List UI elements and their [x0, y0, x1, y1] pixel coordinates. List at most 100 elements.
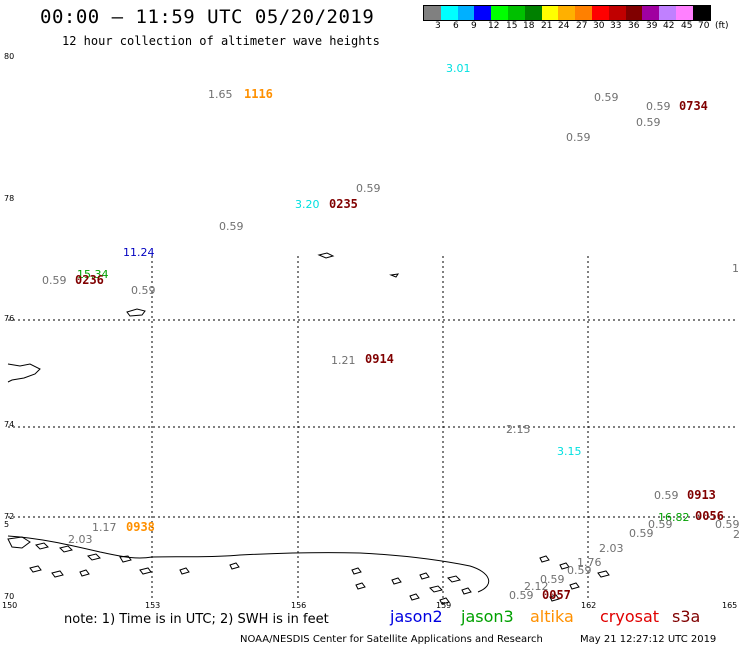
- scale-swatch-9: [575, 6, 592, 20]
- swh-value: 0.59: [509, 589, 534, 602]
- swh-value: 0.59: [219, 220, 244, 233]
- pass-time-label: 0938: [126, 520, 155, 534]
- swh-value: 0.59: [42, 274, 67, 287]
- coast-lakes-24: [549, 594, 560, 602]
- legend-altika: altika: [530, 607, 574, 626]
- swh-value: 11.24: [123, 246, 155, 259]
- coast-lakes-12: [355, 582, 366, 590]
- coast-siberian-isl: [126, 308, 146, 317]
- scale-label-16: (ft): [715, 21, 729, 31]
- scale-label-1: 6: [453, 21, 459, 31]
- pass-time-label: 0057: [542, 588, 571, 602]
- coast-lakes-20: [539, 555, 550, 563]
- pass-time-label: 0914: [365, 352, 394, 366]
- scale-label-0: 3: [435, 21, 441, 31]
- coast-lakes-4: [119, 555, 132, 563]
- scale-swatch-0: [424, 6, 441, 20]
- scale-label-9: 30: [593, 21, 605, 31]
- swh-value: 3.01: [446, 62, 471, 75]
- lat-edge-label: 5: [4, 520, 10, 529]
- pass-time-label: 0734: [679, 99, 708, 113]
- coast-lakes-23: [569, 582, 580, 590]
- scale-swatch-13: [642, 6, 660, 20]
- swh-value: 0.59: [567, 564, 592, 577]
- swh-value: 0.59: [654, 489, 679, 502]
- pass-time-label: 0235: [329, 197, 358, 211]
- map-subtitle: 12 hour collection of altimeter wave hei…: [62, 34, 380, 48]
- pass-time-label: 0913: [687, 488, 716, 502]
- credit-line: NOAA/NESDIS Center for Satellite Applica…: [240, 634, 543, 645]
- coast-peninsula-edge: [7, 536, 31, 549]
- swh-value: 0.59: [636, 116, 661, 129]
- footer-note: note: 1) Time is in UTC; 2) SWH is in fe…: [64, 612, 329, 627]
- scale-label-11: 36: [628, 21, 640, 31]
- pass-time-label: 0236: [75, 273, 104, 287]
- scale-label-7: 24: [558, 21, 570, 31]
- coast-lakes-9: [179, 567, 190, 575]
- swh-value: 0.59: [356, 182, 381, 195]
- coast-lakes-14: [419, 572, 430, 580]
- scale-swatch-8: [558, 6, 576, 20]
- scale-swatch-14: [659, 6, 676, 20]
- coast-wrangel: [317, 252, 335, 259]
- swh-value: 0.59: [540, 573, 565, 586]
- lat-label-70: 70: [4, 592, 15, 601]
- lon-label-165: 165: [722, 601, 738, 610]
- scale-swatch-4: [491, 6, 508, 20]
- scale-swatch-10: [591, 6, 609, 20]
- scale-swatch-5: [507, 6, 525, 20]
- swh-value: 0.59: [648, 518, 673, 531]
- color-scale: [423, 5, 711, 21]
- coast-lakes-18: [439, 597, 450, 605]
- scale-swatch-3: [474, 6, 492, 20]
- legend-cryosat: cryosat: [600, 607, 660, 626]
- swh-value: 3.20: [295, 198, 320, 211]
- swh-value: 0.59: [131, 284, 156, 297]
- scale-swatch-1: [440, 6, 458, 20]
- map-title: 00:00 — 11:59 UTC 05/20/2019: [40, 6, 375, 28]
- coast-lakes-10: [229, 562, 240, 570]
- timestamp: May 21 12:27:12 UTC 2019: [580, 634, 717, 645]
- scale-label-14: 45: [681, 21, 693, 31]
- coast-lakes-6: [51, 570, 64, 578]
- scale-swatch-16: [692, 6, 710, 20]
- swh-value: 1.17: [92, 521, 117, 534]
- coast-lakes-5: [29, 565, 42, 573]
- coast-lakes-1: [35, 542, 49, 550]
- lon-label-156: 156: [291, 601, 307, 610]
- coast-lakes-19: [409, 593, 420, 601]
- lat-label-72: 72: [4, 512, 15, 521]
- scale-swatch-15: [675, 6, 693, 20]
- lat-label-80: 80: [4, 52, 15, 61]
- lat-label-74: 74: [4, 420, 15, 429]
- pass-time-label: 0056: [695, 509, 724, 523]
- pass-time-label: 1116: [244, 87, 273, 101]
- scale-label-8: 27: [576, 21, 588, 31]
- swh-value: 2.03: [599, 542, 624, 555]
- right-edge-label: 1: [732, 262, 739, 275]
- coastline: [7, 252, 610, 605]
- lat-label-78: 78: [4, 194, 15, 203]
- scale-label-3: 12: [488, 21, 500, 31]
- swh-value: 0.59: [566, 131, 591, 144]
- scale-label-4: 15: [506, 21, 518, 31]
- coast-herald: [389, 273, 400, 278]
- scale-label-2: 9: [471, 21, 477, 31]
- swh-value: 0.59: [715, 518, 740, 531]
- scale-label-13: 42: [663, 21, 675, 31]
- graticule: [8, 256, 735, 598]
- lon-label-153: 153: [145, 601, 161, 610]
- coast-lakes-3: [87, 553, 101, 561]
- scale-swatch-12: [625, 6, 643, 20]
- lon-label-150: 150: [2, 601, 18, 610]
- coast-lakes-22: [597, 570, 610, 578]
- legend-jason3: jason3: [461, 607, 514, 626]
- scale-label-10: 33: [610, 21, 622, 31]
- swh-value: 15.34: [77, 268, 109, 281]
- swh-value: 3.15: [557, 445, 582, 458]
- scale-swatch-6: [524, 6, 542, 20]
- scale-swatch-11: [608, 6, 626, 20]
- coast-lakes-7: [79, 569, 90, 577]
- lon-label-162: 162: [581, 601, 597, 610]
- scale-label-15: 70: [698, 21, 710, 31]
